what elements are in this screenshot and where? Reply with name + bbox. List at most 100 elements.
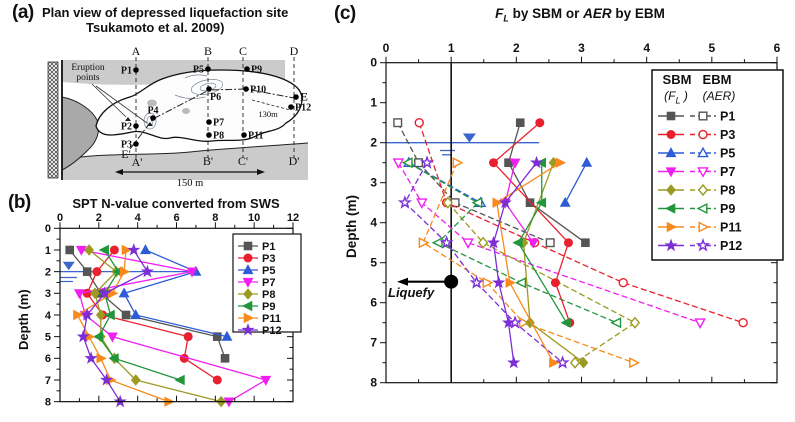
panel-c-title-aer: AER	[583, 6, 612, 21]
c-xtick-label: 0	[383, 41, 390, 55]
levee-hatch	[47, 61, 59, 179]
legend-c-label: P7	[720, 165, 735, 179]
water-table-icon	[462, 133, 476, 143]
b-ytick-label: 4	[45, 310, 52, 322]
legend-c-header-ebm: EBM	[702, 72, 732, 87]
survey-point-label: P9	[251, 65, 262, 76]
map-dark-gray-area	[61, 96, 100, 171]
panel-c-title-mid: by SBM or	[508, 6, 584, 21]
section-label-bottom: A'	[132, 155, 143, 169]
liquefy-point	[444, 274, 459, 289]
b-xtick-label: 12	[287, 212, 299, 224]
b-ytick-label: 8	[45, 396, 51, 408]
legend-c-label: P11	[720, 221, 742, 235]
map-ground-surface-line	[61, 142, 309, 161]
section-label-top: C	[239, 44, 247, 58]
b-xtick-label: 10	[248, 212, 260, 224]
section-label-bottom: C'	[238, 154, 248, 168]
panel-a-map: A B C D E'A' B' C' D' P1 P2 P3 P4 P5 P6 P7 P8 P9 P10 P11 P1…	[47, 44, 311, 189]
legend-b-label: P11	[262, 313, 281, 325]
panel-c-title-end: by EBM	[611, 6, 665, 21]
survey-point-dot	[244, 66, 250, 72]
c-ytick-label: 1	[370, 96, 377, 110]
b-ytick-label: 7	[45, 375, 51, 387]
section-label-bottom: B'	[203, 154, 213, 168]
c-ytick-label: 2	[370, 136, 377, 150]
liquefy-arrowhead	[397, 277, 408, 286]
eruption-spot	[125, 117, 131, 121]
b-xtick-label: 8	[212, 212, 218, 224]
panel-c-title-f: F	[495, 6, 504, 21]
c-xtick-label: 2	[513, 41, 520, 55]
c-xtick-label: 4	[643, 41, 650, 55]
offset-measure-line	[251, 99, 291, 111]
panel-a-tag: (a)	[12, 2, 34, 23]
liquefy-label: Liquefy	[388, 285, 435, 300]
scale-label: 150 m	[177, 178, 204, 189]
survey-point-dot	[243, 86, 249, 92]
scale-arrowhead-left	[115, 169, 123, 175]
eruption-pointers	[91, 83, 148, 124]
legend-c-label: P12	[720, 239, 742, 253]
eruption-label-line1: Eruption	[71, 63, 105, 73]
c-ytick-label: 7	[370, 336, 377, 350]
panel-b-title: SPT N-value converted from SWS	[72, 196, 280, 211]
c-xtick-label: 5	[708, 41, 715, 55]
c-ytick-label: 4	[370, 216, 377, 230]
eruption-spot	[147, 122, 153, 126]
b-ytick-label: 6	[45, 353, 51, 365]
survey-point-dot	[206, 119, 212, 125]
c-ytick-label: 6	[370, 296, 377, 310]
legend-c-header-fl: (FL )	[664, 89, 688, 106]
b-ytick-label: 2	[45, 266, 51, 278]
survey-point-dot	[133, 67, 139, 73]
map-sand-patch	[182, 108, 190, 114]
survey-point-label: P1	[121, 66, 132, 77]
section-label-bottom: D'	[289, 154, 300, 168]
scale-arrowhead-right	[257, 169, 265, 175]
panel-c-title: FL by SBM or AER by EBM	[420, 6, 740, 24]
survey-point-label: P7	[213, 118, 224, 129]
legend-b-label: P12	[262, 325, 282, 337]
legend-b-label: P3	[262, 253, 275, 265]
b-ytick-label: 0	[45, 223, 51, 235]
b-xtick-label: 4	[135, 212, 142, 224]
panel-c-ylabel: Depth (m)	[344, 195, 359, 258]
b-xtick-label: 2	[96, 212, 102, 224]
survey-point-label: P12	[295, 103, 311, 114]
legend-c-label: P3	[720, 128, 735, 142]
survey-point-label: P5	[193, 65, 204, 76]
survey-point-label: P2	[121, 122, 132, 133]
survey-point-label: E	[300, 90, 308, 104]
survey-point-label: P10	[250, 85, 266, 96]
section-label-top: D	[290, 44, 299, 58]
map-sand-patch	[147, 99, 157, 107]
b-xtick-label: 0	[57, 212, 63, 224]
legend-c-label: P8	[720, 184, 735, 198]
panel-c-title-fsub: L	[503, 13, 509, 24]
eruption-points-label: Eruption points	[60, 63, 116, 84]
map-contours	[143, 74, 224, 130]
survey-point-label: P3	[121, 140, 132, 151]
section-label-top: A	[132, 44, 141, 58]
legend-c-label: P1	[720, 110, 735, 124]
water-table-icon	[62, 261, 75, 271]
offset-label: 130m	[258, 109, 278, 119]
c-ytick-label: 5	[370, 256, 377, 270]
survey-point-label: P11	[248, 131, 264, 142]
legend-c-label: P9	[720, 202, 735, 216]
legend-b-label: P1	[262, 241, 275, 253]
legend-b-label: P8	[262, 289, 275, 301]
c-ytick-label: 3	[370, 176, 377, 190]
panel-b-tag: (b)	[8, 192, 31, 213]
legend-c-label: P5	[720, 147, 735, 161]
legend-c-header-sbm: SBM	[662, 72, 692, 87]
panel-c-chart: 0 1 2 3 4 5 6 0 1 2 3 4 5 6 7 8 P1 P3 P5 P7 P8 P9 P11 P12	[370, 41, 784, 390]
survey-point-label: P8	[213, 131, 224, 142]
panel-c-tag: (c)	[334, 3, 356, 24]
survey-point-dot	[150, 115, 156, 121]
survey-point-dot	[293, 94, 299, 100]
map-gray-band-bottom	[62, 143, 308, 180]
